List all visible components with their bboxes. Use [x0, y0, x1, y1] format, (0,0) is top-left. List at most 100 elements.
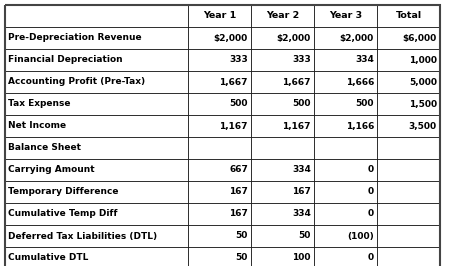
Text: Net Income: Net Income	[8, 122, 66, 131]
Bar	[188, 5, 251, 27]
Text: 334: 334	[355, 56, 374, 64]
Bar	[314, 5, 377, 27]
Bar	[5, 5, 188, 27]
Text: 5,000: 5,000	[409, 77, 437, 86]
Text: 167: 167	[229, 210, 248, 218]
Text: Total: Total	[395, 11, 421, 20]
Bar	[251, 71, 314, 93]
Text: 334: 334	[292, 165, 311, 174]
Bar	[188, 93, 251, 115]
Bar	[251, 159, 314, 181]
Text: Pre-Depreciation Revenue: Pre-Depreciation Revenue	[8, 34, 142, 43]
Text: 0: 0	[368, 165, 374, 174]
Text: 0: 0	[368, 253, 374, 263]
Text: 100: 100	[292, 253, 311, 263]
Bar	[5, 27, 188, 49]
Text: 1,667: 1,667	[219, 77, 248, 86]
Text: 333: 333	[229, 56, 248, 64]
Bar	[251, 203, 314, 225]
Bar	[314, 225, 377, 247]
Bar	[188, 225, 251, 247]
Bar	[314, 203, 377, 225]
Bar	[5, 181, 188, 203]
Text: Year 3: Year 3	[329, 11, 362, 20]
Text: 667: 667	[229, 165, 248, 174]
Bar	[5, 93, 188, 115]
Text: 334: 334	[292, 210, 311, 218]
Bar	[188, 159, 251, 181]
Bar	[251, 247, 314, 266]
Bar	[314, 181, 377, 203]
Bar	[251, 225, 314, 247]
Bar	[251, 93, 314, 115]
Text: Temporary Difference: Temporary Difference	[8, 188, 118, 197]
Bar	[377, 225, 440, 247]
Bar	[377, 137, 440, 159]
Text: Tax Expense: Tax Expense	[8, 99, 71, 109]
Text: Cumulative Temp Diff: Cumulative Temp Diff	[8, 210, 118, 218]
Text: (100): (100)	[347, 231, 374, 240]
Bar	[251, 27, 314, 49]
Bar	[5, 203, 188, 225]
Text: Year 2: Year 2	[266, 11, 299, 20]
Bar	[5, 225, 188, 247]
Text: Year 1: Year 1	[203, 11, 236, 20]
Bar	[377, 49, 440, 71]
Bar	[188, 49, 251, 71]
Text: 3,500: 3,500	[409, 122, 437, 131]
Bar	[377, 27, 440, 49]
Text: $2,000: $2,000	[214, 34, 248, 43]
Bar	[314, 137, 377, 159]
Text: 50: 50	[236, 231, 248, 240]
Bar	[251, 5, 314, 27]
Bar	[188, 137, 251, 159]
Bar	[188, 203, 251, 225]
Bar	[5, 137, 188, 159]
Bar	[377, 115, 440, 137]
Bar	[314, 49, 377, 71]
Bar	[251, 49, 314, 71]
Text: Financial Depreciation: Financial Depreciation	[8, 56, 123, 64]
Text: $2,000: $2,000	[277, 34, 311, 43]
Bar	[188, 181, 251, 203]
Bar	[314, 247, 377, 266]
Bar	[5, 115, 188, 137]
Bar	[314, 93, 377, 115]
Bar	[314, 159, 377, 181]
Text: Balance Sheet: Balance Sheet	[8, 143, 81, 152]
Bar	[251, 181, 314, 203]
Text: 1,167: 1,167	[219, 122, 248, 131]
Text: $6,000: $6,000	[403, 34, 437, 43]
Text: 1,000: 1,000	[409, 56, 437, 64]
Text: 500: 500	[292, 99, 311, 109]
Text: 167: 167	[229, 188, 248, 197]
Bar	[188, 247, 251, 266]
Text: Accounting Profit (Pre-Tax): Accounting Profit (Pre-Tax)	[8, 77, 145, 86]
Bar	[314, 115, 377, 137]
Text: 500: 500	[356, 99, 374, 109]
Text: Deferred Tax Liabilities (DTL): Deferred Tax Liabilities (DTL)	[8, 231, 157, 240]
Text: 500: 500	[229, 99, 248, 109]
Bar	[377, 5, 440, 27]
Bar	[314, 27, 377, 49]
Text: 1,666: 1,666	[346, 77, 374, 86]
Bar	[5, 159, 188, 181]
Bar	[377, 203, 440, 225]
Bar	[377, 181, 440, 203]
Bar	[5, 49, 188, 71]
Bar	[5, 71, 188, 93]
Text: 333: 333	[292, 56, 311, 64]
Text: 0: 0	[368, 210, 374, 218]
Text: 0: 0	[368, 188, 374, 197]
Text: 1,500: 1,500	[409, 99, 437, 109]
Bar	[188, 71, 251, 93]
Bar	[5, 247, 188, 266]
Bar	[377, 247, 440, 266]
Bar	[377, 71, 440, 93]
Text: Cumulative DTL: Cumulative DTL	[8, 253, 88, 263]
Bar	[188, 115, 251, 137]
Bar	[314, 71, 377, 93]
Text: Carrying Amount: Carrying Amount	[8, 165, 95, 174]
Text: 50: 50	[299, 231, 311, 240]
Bar	[377, 93, 440, 115]
